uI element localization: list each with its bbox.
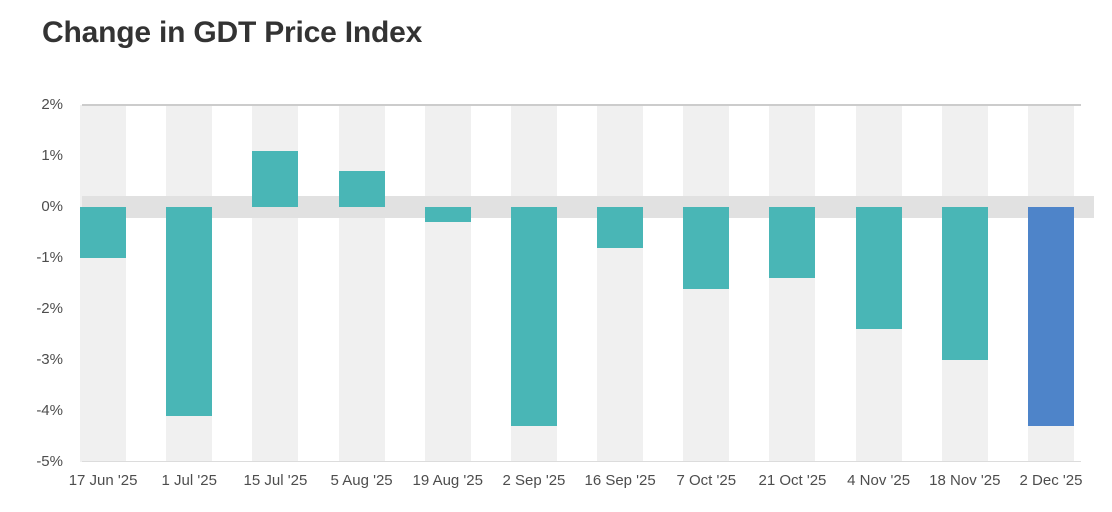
column-background-band	[338, 105, 385, 462]
x-axis-label: 16 Sep '25	[584, 472, 656, 489]
x-axis-label: 21 Oct '25	[758, 472, 827, 489]
chart-column: 2 Dec '25	[1008, 105, 1094, 489]
plot-bottom-border	[82, 461, 1081, 462]
bar-5-aug-25[interactable]	[338, 171, 385, 207]
chart-column: 2 Sep '25	[491, 105, 577, 489]
y-axis-label: 1%	[41, 147, 63, 164]
chart-column: 15 Jul '25	[232, 105, 318, 489]
column-background-band	[597, 105, 644, 462]
plot-top-border	[82, 104, 1081, 106]
x-axis-label: 19 Aug '25	[412, 472, 483, 489]
chart-column: 18 Nov '25	[922, 105, 1008, 489]
bar-15-jul-25[interactable]	[252, 150, 299, 207]
chart-column: 19 Aug '25	[405, 105, 491, 489]
x-axis-label: 17 Jun '25	[68, 472, 138, 489]
column-background-band	[769, 105, 816, 462]
chart-column: 4 Nov '25	[836, 105, 922, 489]
x-axis-label: 5 Aug '25	[330, 472, 393, 489]
chart-title: Change in GDT Price Index	[42, 16, 423, 49]
bar-19-aug-25[interactable]	[424, 207, 471, 223]
chart-column: 21 Oct '25	[749, 105, 835, 489]
y-axis-label: 0%	[41, 198, 63, 215]
bar-2-dec-25[interactable]	[1027, 207, 1074, 427]
x-axis-label: 2 Dec '25	[1019, 472, 1083, 489]
column-background-band	[424, 105, 471, 462]
zero-baseline-band	[82, 196, 1094, 218]
bar-21-oct-25[interactable]	[769, 207, 816, 279]
x-axis-label: 4 Nov '25	[847, 472, 911, 489]
y-axis-label: -2%	[36, 300, 63, 317]
y-axis-label: 2%	[41, 96, 63, 113]
plot-area: 17 Jun '25 1 Jul '25 15 Jul '25 5 Aug '25 19…	[60, 104, 1094, 489]
bar-17-jun-25[interactable]	[80, 207, 127, 258]
chart-column: 16 Sep '25	[577, 105, 663, 489]
x-axis-label: 18 Nov '25	[929, 472, 1001, 489]
chart-column: 17 Jun '25	[60, 105, 146, 489]
y-axis: 2% 1% 0% -1% -2% -3% -4% -5%	[0, 96, 63, 470]
column-background-band	[80, 105, 127, 462]
y-axis-label: -1%	[36, 249, 63, 266]
bar-4-nov-25[interactable]	[855, 207, 902, 330]
bar-18-nov-25[interactable]	[941, 207, 988, 360]
x-axis-label: 1 Jul '25	[161, 472, 217, 489]
y-axis-label: -3%	[36, 351, 63, 368]
bar-16-sep-25[interactable]	[597, 207, 644, 248]
x-axis-label: 15 Jul '25	[243, 472, 308, 489]
bar-7-oct-25[interactable]	[683, 207, 730, 289]
columns-container: 17 Jun '25 1 Jul '25 15 Jul '25 5 Aug '25 19…	[60, 105, 1094, 489]
chart-column: 1 Jul '25	[146, 105, 232, 489]
x-axis-label: 2 Sep '25	[502, 472, 566, 489]
x-axis-label: 7 Oct '25	[676, 472, 737, 489]
y-axis-label: -5%	[36, 453, 63, 470]
bar-1-jul-25[interactable]	[166, 207, 213, 417]
bar-2-sep-25[interactable]	[510, 207, 557, 427]
chart-column: 7 Oct '25	[663, 105, 749, 489]
chart-column: 5 Aug '25	[319, 105, 405, 489]
y-axis-label: -4%	[36, 402, 63, 419]
